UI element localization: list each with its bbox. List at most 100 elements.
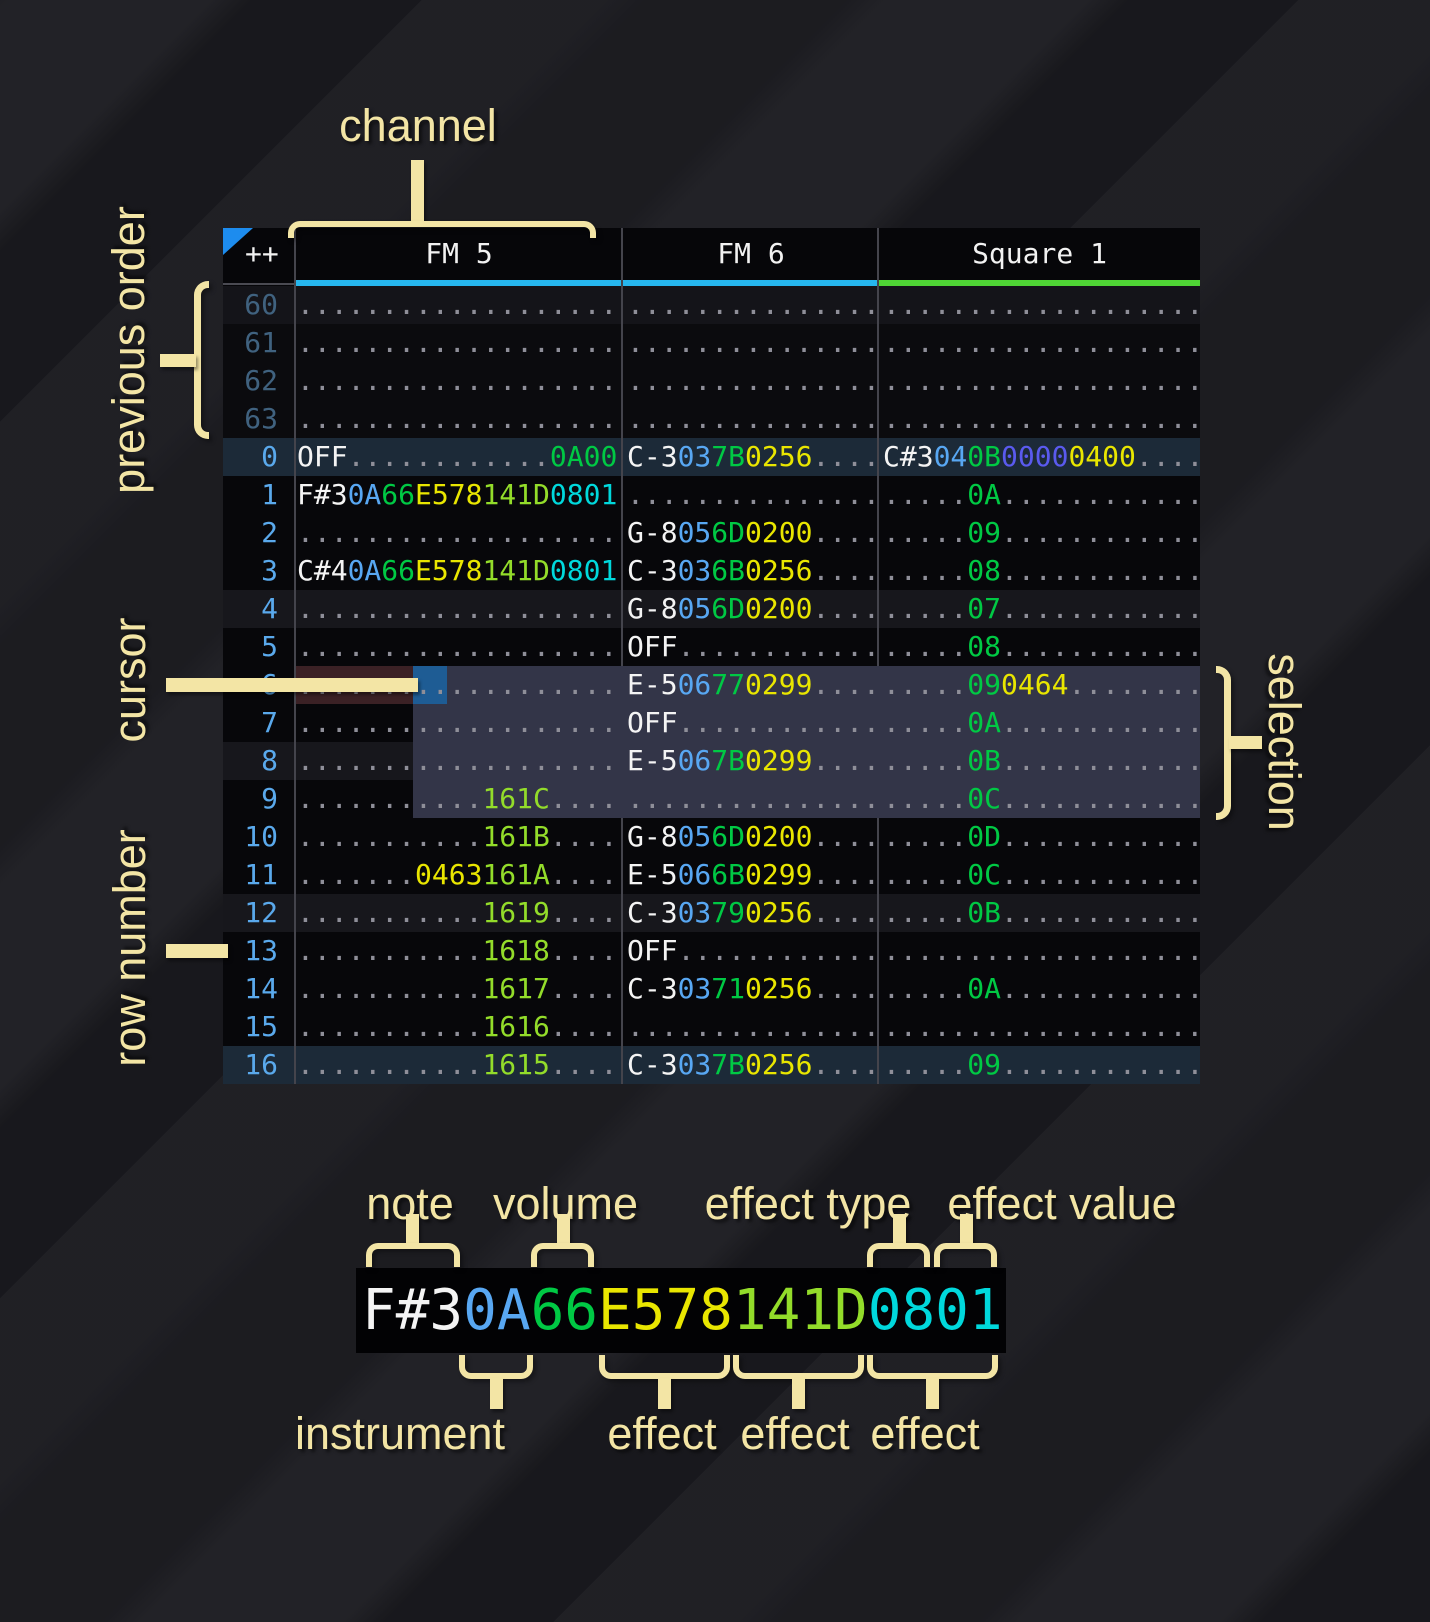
pattern-cell-fm5[interactable]: ...........161C.... — [297, 782, 618, 815]
pattern-row[interactable]: 0 OFF............0A00 C-3037B0256.... C#304… — [223, 438, 1200, 476]
pattern-cell-fm5[interactable]: OFF............0A00 — [297, 440, 618, 473]
pattern-cell-fm6[interactable]: C-3036B0256.... — [627, 554, 879, 587]
pattern-cell-fm6[interactable]: OFF............ — [627, 630, 879, 663]
pattern-cell-sq1[interactable]: .....09............ — [883, 1048, 1200, 1081]
pattern-row[interactable]: 61......................................… — [223, 324, 1200, 362]
pattern-row[interactable]: 62......................................… — [223, 362, 1200, 400]
pattern-cell-fm5[interactable]: ................... — [297, 706, 618, 739]
pattern-cell-sq1[interactable]: .....0A............ — [883, 972, 1200, 1005]
pattern-cell-fm5[interactable]: ................... — [297, 744, 618, 777]
pattern-cell-fm6[interactable]: G-8056D0200.... — [627, 516, 879, 549]
pattern-row[interactable]: 63......................................… — [223, 400, 1200, 438]
cursor-pointer-line — [166, 678, 418, 692]
previous-order-bracket-stem — [160, 354, 196, 367]
pattern-row[interactable]: 3 C#40A66E578141D0801 C-3036B0256.........… — [223, 552, 1200, 590]
pattern-row[interactable]: 11 .......0463161A.... E-5066B0299........… — [223, 856, 1200, 894]
pattern-cell-sq1[interactable]: ................... — [883, 934, 1200, 967]
pattern-row[interactable]: 7................... OFF.................… — [223, 704, 1200, 742]
pattern-cell-sq1[interactable]: ................... — [883, 326, 1200, 359]
pattern-cell-sq1[interactable]: .....0A............ — [883, 706, 1200, 739]
pattern-row[interactable]: 15 ...........1616.......................… — [223, 1008, 1200, 1046]
order-add-button[interactable]: ++ — [223, 228, 295, 280]
row-number: 13 — [244, 934, 278, 967]
pattern-row[interactable]: 6...................E-506770299.........… — [223, 666, 1200, 704]
pattern-row[interactable]: 16 ...........1615.... C-3037B0256........… — [223, 1046, 1200, 1084]
pattern-cell-fm5[interactable]: ...........1619.... — [297, 896, 618, 929]
pattern-cell-fm5[interactable]: ...........1618.... — [297, 934, 618, 967]
pattern-cell-sq1[interactable]: ................... — [883, 1010, 1200, 1043]
pattern-cell-fm6[interactable]: G-8056D0200.... — [627, 820, 879, 853]
pattern-cell-fm6[interactable]: C-3037B0256.... — [627, 440, 879, 473]
pattern-cell-fm6[interactable]: C-303790256.... — [627, 896, 879, 929]
pattern-body: 60......................................… — [223, 286, 1200, 1084]
pattern-row[interactable]: 60......................................… — [223, 286, 1200, 324]
pattern-cell-fm5[interactable]: .......0463161A.... — [297, 858, 618, 891]
pattern-cell-fm5[interactable]: F#30A66E578141D0801 — [297, 478, 618, 511]
pattern-cell-fm5[interactable]: ................... — [297, 630, 618, 663]
note-bracket-stem — [406, 1214, 419, 1245]
pattern-cell-sq1[interactable]: .....0C............ — [883, 858, 1200, 891]
pattern-cell-sq1[interactable]: .....0A............ — [883, 478, 1200, 511]
pattern-cell-fm5[interactable]: ................... — [297, 402, 618, 435]
pattern-cell-sq1[interactable]: .....08............ — [883, 630, 1200, 663]
channel-header-square1[interactable]: Square 1 — [972, 237, 1107, 270]
pattern-cell-fm5[interactable]: C#40A66E578141D0801 — [297, 554, 618, 587]
pattern-cell-fm5[interactable]: ...........1615.... — [297, 1048, 618, 1081]
row-number: 7 — [261, 706, 278, 739]
pattern-cell-fm5[interactable]: ...........161B.... — [297, 820, 618, 853]
pattern-row[interactable]: 9 ...........161C........................… — [223, 780, 1200, 818]
example-instrument: 0A — [463, 1278, 531, 1343]
pattern-cell-sq1[interactable]: C#3040B00000400.... — [883, 440, 1200, 473]
pattern-cell-sq1[interactable]: ................... — [883, 402, 1200, 435]
channel-header-fm6[interactable]: FM 6 — [717, 237, 785, 270]
pattern-cell-fm6[interactable]: ............... — [627, 326, 879, 359]
pattern-cell-sq1[interactable]: ................... — [883, 288, 1200, 321]
pattern-cell-sq1[interactable]: .....0B............ — [883, 744, 1200, 777]
pattern-cell-sq1[interactable]: .....0B............ — [883, 896, 1200, 929]
pattern-cell-fm6[interactable]: ............... — [627, 402, 879, 435]
pattern-cell-fm6[interactable]: OFF............ — [627, 934, 879, 967]
pattern-cell-fm5[interactable]: ................... — [297, 516, 618, 549]
pattern-cell-fm6[interactable]: ............... — [627, 288, 879, 321]
row-number: 14 — [244, 972, 278, 1005]
row-number: 16 — [244, 1048, 278, 1081]
pattern-cell-fm5[interactable]: ................... — [297, 592, 618, 625]
pattern-cell-sq1[interactable]: .....0C............ — [883, 782, 1200, 815]
channel-underline-fm6 — [623, 280, 878, 286]
pattern-row[interactable]: 12 ...........1619.... C-303790256........… — [223, 894, 1200, 932]
pattern-row[interactable]: 14 ...........1617.... C-303710256........… — [223, 970, 1200, 1008]
pattern-cell-fm5[interactable]: ................... — [297, 326, 618, 359]
pattern-cell-sq1[interactable]: .....090464........ — [883, 668, 1200, 701]
pattern-cell-fm5[interactable]: ...........1616.... — [297, 1010, 618, 1043]
pattern-cell-fm6[interactable]: ............... — [627, 782, 879, 815]
pattern-cell-fm5[interactable]: ...........1617.... — [297, 972, 618, 1005]
pattern-row[interactable]: 13 ...........1618.... OFF................… — [223, 932, 1200, 970]
pattern-cell-sq1[interactable]: ................... — [883, 364, 1200, 397]
pattern-cell-fm6[interactable]: OFF............ — [627, 706, 879, 739]
pattern-row[interactable]: 4................... G-8056D0200.........… — [223, 590, 1200, 628]
pattern-row[interactable]: 5................... OFF.................… — [223, 628, 1200, 666]
pattern-cell-fm5[interactable]: ................... — [297, 364, 618, 397]
pattern-cell-sq1[interactable]: .....07............ — [883, 592, 1200, 625]
pattern-cell-fm6[interactable]: ............... — [627, 478, 879, 511]
channel-annotation-label: channel — [339, 100, 497, 151]
pattern-cell-fm6[interactable]: C-3037B0256.... — [627, 1048, 879, 1081]
pattern-cell-fm5[interactable]: ................... — [297, 288, 618, 321]
pattern-cell-sq1[interactable]: .....09............ — [883, 516, 1200, 549]
row-number: 5 — [261, 630, 278, 663]
pattern-row[interactable]: 1 F#30A66E578141D0801....................… — [223, 476, 1200, 514]
pattern-row[interactable]: 8................... E-5067B0299.........… — [223, 742, 1200, 780]
pattern-row[interactable]: 2................... G-8056D0200.........… — [223, 514, 1200, 552]
pattern-cell-fm6[interactable]: E-506770299.... — [627, 668, 879, 701]
pattern-cell-sq1[interactable]: .....08............ — [883, 554, 1200, 587]
pattern-cell-fm6[interactable]: E-5066B0299.... — [627, 858, 879, 891]
pattern-cell-fm6[interactable]: ............... — [627, 1010, 879, 1043]
pattern-cell-fm6[interactable]: E-5067B0299.... — [627, 744, 879, 777]
pattern-cell-sq1[interactable]: .....0D............ — [883, 820, 1200, 853]
channel-header-fm5[interactable]: FM 5 — [425, 237, 493, 270]
pattern-cell-fm6[interactable]: ............... — [627, 364, 879, 397]
pattern-cell-fm6[interactable]: C-303710256.... — [627, 972, 879, 1005]
pattern-row[interactable]: 10 ...........161B.... G-8056D0200........… — [223, 818, 1200, 856]
pattern-cell-fm6[interactable]: G-8056D0200.... — [627, 592, 879, 625]
row-number: 10 — [244, 820, 278, 853]
